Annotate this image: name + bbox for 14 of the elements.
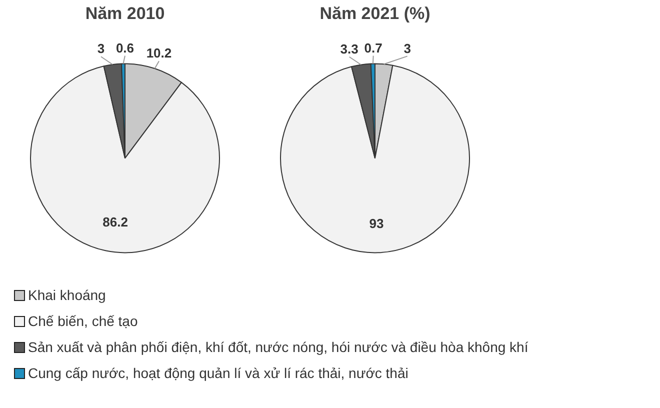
- data-label: 86.2: [102, 214, 128, 230]
- data-label: 0.7: [364, 40, 382, 56]
- chart-title: Năm 2010: [85, 4, 165, 23]
- data-label: 3.3: [340, 41, 358, 56]
- legend-label: Sản xuất và phân phối điện, khí đốt, nước nóng, hói nước và điều hòa không khí: [28, 339, 528, 355]
- chart-title: Năm 2021 (%): [320, 4, 430, 23]
- data-label: 0.6: [116, 40, 134, 56]
- data-label: 3: [404, 40, 411, 56]
- legend-label: Cung cấp nước, hoạt động quản lí và xử lí rác thải, nước thải: [28, 365, 408, 381]
- slice-label: Chế biến, chế tạo: [28, 313, 138, 329]
- legend-label: Khai khoáng: [28, 287, 106, 303]
- data-label: 3: [97, 41, 105, 56]
- data-label: 10.2: [146, 46, 172, 61]
- data-label: 93: [369, 216, 384, 231]
